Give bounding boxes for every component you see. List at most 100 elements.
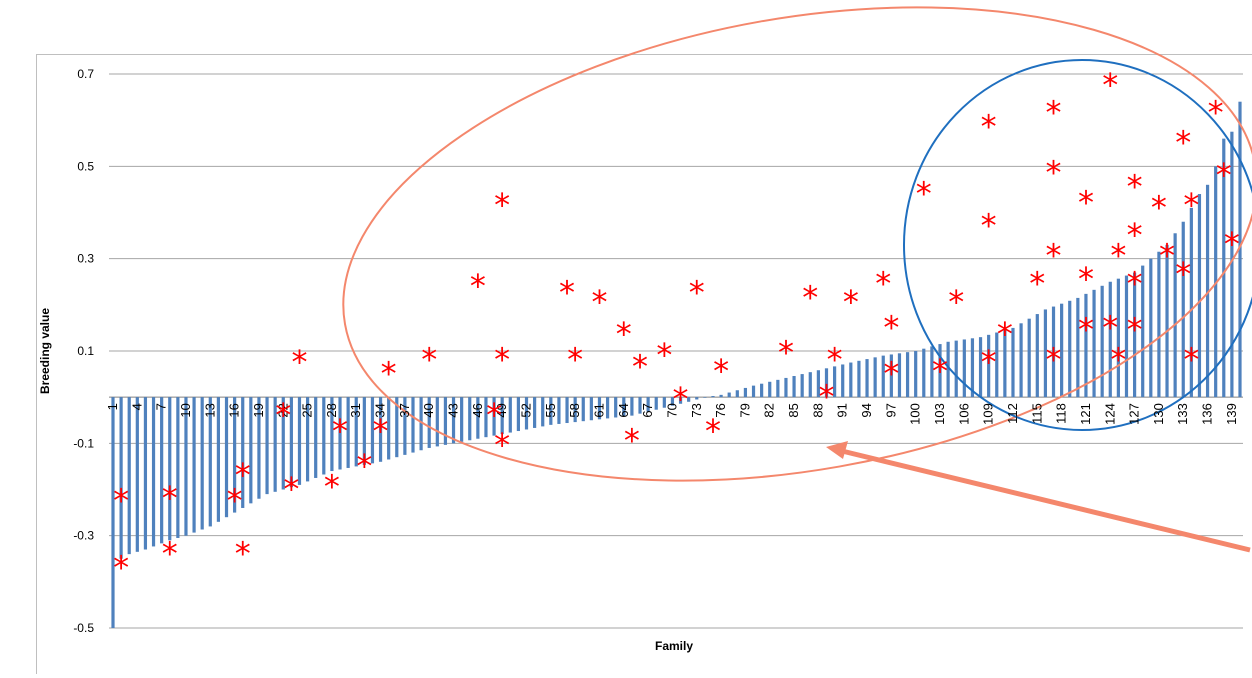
bar <box>1060 303 1064 398</box>
bar <box>719 394 723 398</box>
bar <box>1116 278 1120 398</box>
data-marker: * <box>275 396 291 434</box>
pointer-arrow <box>826 441 1251 553</box>
data-marker: * <box>1046 237 1062 275</box>
bar <box>1068 300 1072 398</box>
bar <box>224 397 229 518</box>
data-marker: * <box>1151 188 1167 226</box>
bar <box>865 359 869 398</box>
y-tick-label: -0.5 <box>73 621 94 635</box>
data-marker: * <box>1110 341 1126 379</box>
bar <box>443 397 448 445</box>
data-marker: * <box>486 396 502 434</box>
bar <box>1222 138 1226 398</box>
x-tick-label: 136 <box>1200 403 1215 425</box>
bar <box>646 397 650 412</box>
bar <box>743 387 748 398</box>
bar <box>241 397 245 508</box>
x-tick-label: 124 <box>1102 403 1117 425</box>
bar <box>297 397 302 485</box>
bar <box>265 397 269 495</box>
bar <box>841 364 845 398</box>
bar <box>143 397 148 550</box>
data-marker: * <box>1183 186 1199 224</box>
highlight-circle-small <box>903 59 1252 431</box>
x-tick-label: 139 <box>1224 403 1239 425</box>
x-tick-label: 79 <box>737 403 752 417</box>
x-tick-label: 67 <box>640 403 655 417</box>
bar <box>460 397 464 442</box>
x-tick-label: 100 <box>908 403 923 425</box>
bar <box>987 334 991 398</box>
bar <box>978 337 983 398</box>
bar <box>1035 314 1039 398</box>
bar <box>922 348 926 398</box>
x-tick-label: 10 <box>178 403 193 417</box>
data-marker: * <box>1102 66 1118 104</box>
x-tick-label: 109 <box>981 403 996 425</box>
bar <box>1011 327 1015 398</box>
bar <box>549 397 553 425</box>
bar <box>897 353 902 398</box>
data-marker: * <box>235 456 251 494</box>
data-marker: * <box>1110 237 1126 275</box>
bar <box>1157 251 1161 398</box>
bar <box>760 383 764 398</box>
bar <box>589 397 593 421</box>
bar <box>419 397 423 451</box>
bar <box>1100 285 1104 398</box>
bar <box>484 397 488 438</box>
bar <box>905 352 910 398</box>
x-tick-label: 46 <box>470 403 485 417</box>
bar <box>1205 184 1210 398</box>
bar <box>273 397 277 492</box>
bar <box>816 370 820 398</box>
bar <box>800 374 804 398</box>
bar <box>768 381 772 398</box>
data-marker: * <box>1046 94 1062 132</box>
x-tick-label: 127 <box>1127 403 1142 425</box>
bar <box>557 397 561 424</box>
bar <box>378 397 383 462</box>
x-tick-label: 31 <box>348 403 363 417</box>
bar <box>662 397 666 408</box>
bar <box>435 397 439 447</box>
bar <box>354 397 358 467</box>
bar <box>873 357 877 398</box>
bar <box>387 397 391 460</box>
x-tick-label: 133 <box>1175 403 1190 425</box>
bar <box>1149 258 1153 398</box>
data-marker: * <box>656 336 672 374</box>
y-tick-label: 0.5 <box>77 159 94 173</box>
bar <box>135 397 139 552</box>
bar <box>849 362 853 398</box>
x-tick-label: 28 <box>324 403 339 417</box>
bar <box>1051 306 1056 398</box>
data-marker: * <box>421 341 437 379</box>
x-tick-label: 19 <box>251 403 266 417</box>
data-marker: * <box>827 341 843 379</box>
bar <box>322 397 326 475</box>
x-tick-label: 25 <box>300 403 315 417</box>
data-marker: * <box>843 283 859 321</box>
x-tick-label: 88 <box>810 403 825 417</box>
bar <box>597 397 602 420</box>
bar <box>776 379 780 398</box>
bar <box>833 366 837 398</box>
x-tick-label: 82 <box>762 403 777 417</box>
bar <box>1108 281 1112 398</box>
bar <box>1084 293 1088 398</box>
bar <box>581 397 585 422</box>
data-marker: * <box>883 308 899 346</box>
bar <box>1132 272 1137 398</box>
bar <box>1124 275 1129 398</box>
x-tick-label: 43 <box>446 403 461 417</box>
bar <box>670 397 675 406</box>
data-marker: * <box>997 315 1013 353</box>
bar <box>654 397 658 410</box>
bar <box>330 397 334 472</box>
bar <box>695 397 699 400</box>
bar <box>305 397 310 482</box>
data-marker: * <box>381 354 397 392</box>
